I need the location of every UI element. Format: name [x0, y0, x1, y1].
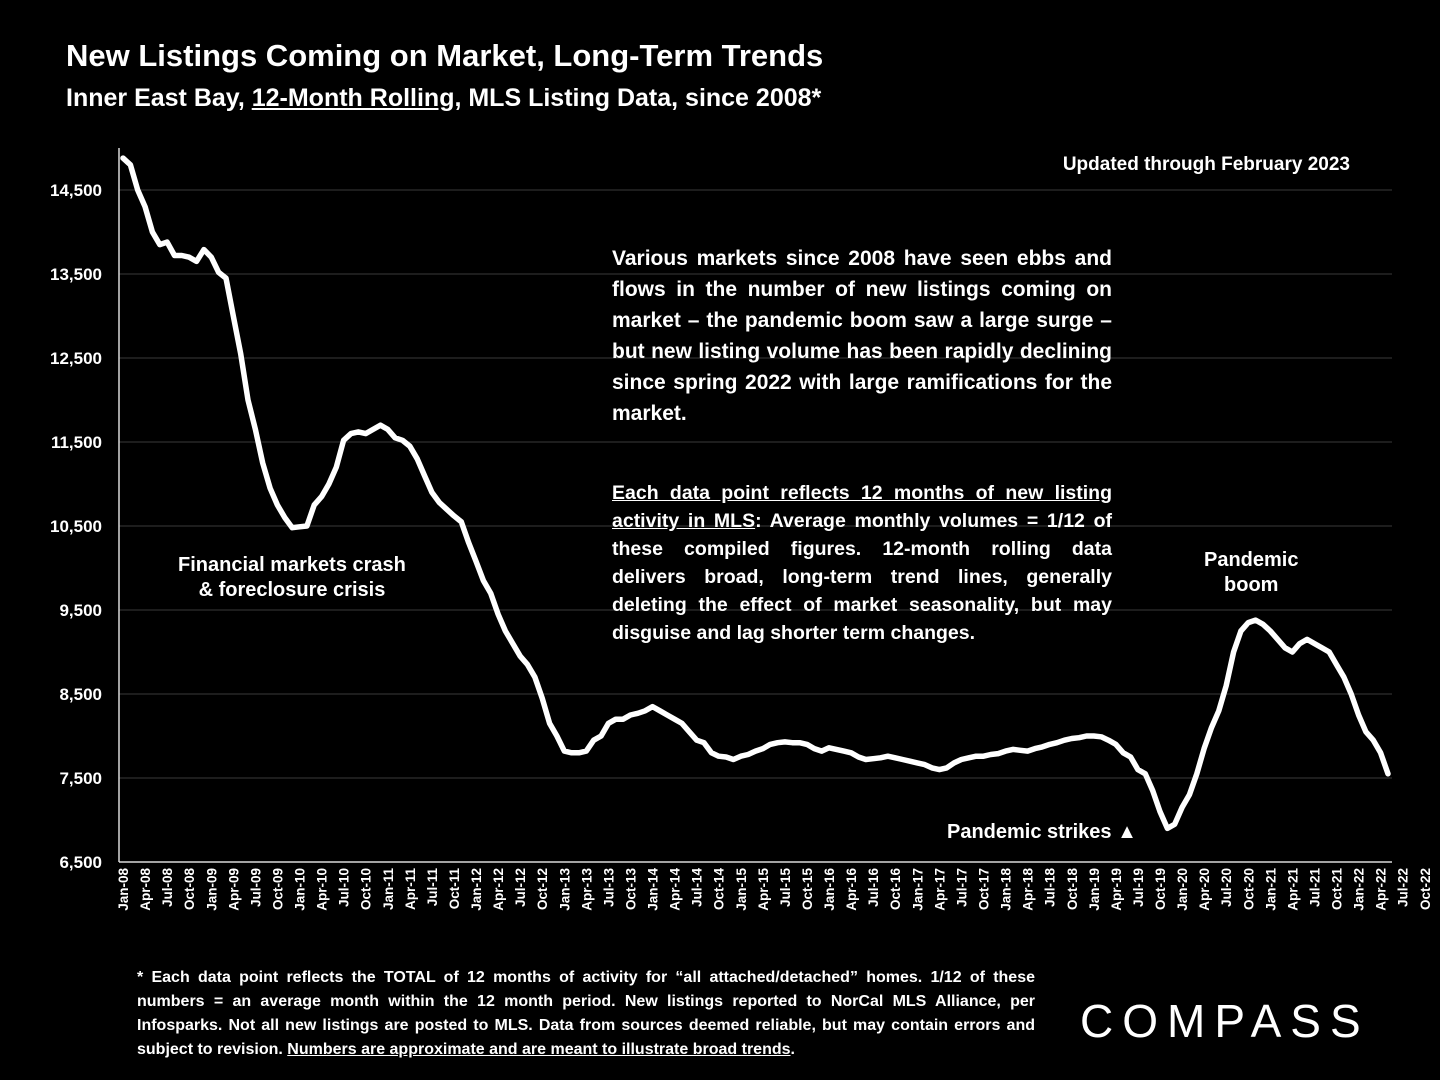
compass-logo: COMPASS [1080, 995, 1370, 1047]
annotation-financial-crash: Financial markets crash & foreclosure cr… [178, 553, 406, 603]
x-tick-label: Apr-18 [1021, 868, 1036, 911]
x-tick-label: Jan-10 [293, 868, 308, 911]
x-tick-label: Jan-16 [822, 868, 837, 911]
x-tick-label: Apr-11 [403, 868, 418, 911]
x-tick-label: Apr-17 [932, 868, 947, 911]
x-tick-label: Jul-19 [1131, 868, 1146, 907]
footnote-end: . [790, 1041, 795, 1058]
x-tick-label: Jan-17 [910, 868, 925, 911]
annotation-crash-line1: Financial markets crash [178, 554, 406, 576]
y-tick-label: 13,500 [50, 265, 102, 284]
x-tick-label: Apr-12 [491, 868, 506, 911]
x-tick-label: Oct-22 [1418, 868, 1433, 910]
x-tick-label: Oct-21 [1330, 868, 1345, 911]
x-tick-label: Apr-10 [315, 868, 330, 911]
y-tick-label: 11,500 [51, 433, 102, 452]
grid-lines [119, 189, 1392, 779]
methodology-underlined: Each data point reflects 12 months of ne… [612, 482, 1112, 532]
x-tick-label: Jan-09 [204, 868, 219, 911]
x-axis-ticks: Jan-08 Apr-08 Jul-08 Oct-08 Jan-09 Apr-09 Jul-… [116, 868, 1440, 911]
x-tick-label: Apr-08 [138, 868, 153, 911]
x-tick-label: Apr-15 [756, 868, 771, 911]
x-tick-label: Jan-20 [1175, 868, 1190, 911]
x-tick-label: Jan-22 [1352, 868, 1367, 911]
x-tick-label: Oct-14 [712, 868, 727, 911]
y-tick-label: 7,500 [59, 769, 102, 788]
subtitle-prefix: Inner East Bay, [66, 84, 252, 112]
y-tick-label: 6,500 [59, 853, 102, 872]
x-tick-label: Oct-16 [888, 868, 903, 911]
x-tick-label: Oct-10 [359, 868, 374, 910]
subtitle-underlined: 12-Month Rolling [251, 84, 455, 112]
x-tick-label: Jul-18 [1043, 868, 1058, 908]
x-tick-label: Jan-08 [116, 868, 131, 911]
x-tick-label: Jan-18 [999, 868, 1014, 911]
updated-note: Updated through February 2023 [1062, 154, 1350, 175]
x-tick-label: Jul-21 [1307, 868, 1322, 908]
y-axis-ticks: 6,500 7,500 8,500 9,500 10,500 11,500 12,500 13… [50, 181, 102, 872]
subtitle-suffix: , MLS Listing Data, since 2008* [454, 84, 822, 112]
info-box-methodology: Each data point reflects 12 months of ne… [612, 479, 1112, 647]
x-tick-label: Oct-20 [1241, 868, 1256, 910]
footnote-text: * Each data point reflects the TOTAL of … [137, 969, 1035, 1058]
x-tick-label: Jan-15 [734, 868, 749, 911]
series-line-new-listings [120, 155, 1391, 832]
x-tick-label: Jan-19 [1087, 868, 1102, 911]
x-tick-label: Oct-08 [182, 868, 197, 911]
annotation-pandemic-boom: Pandemic boom [1204, 548, 1298, 598]
annotation-boom-line1: Pandemic [1204, 549, 1299, 571]
x-tick-label: Apr-09 [226, 868, 241, 911]
x-tick-label: Oct-13 [623, 868, 638, 911]
annotation-boom-line2: boom [1224, 574, 1279, 596]
chart-title: New Listings Coming on Market, Long-Term… [66, 38, 824, 73]
x-tick-label: Jul-12 [513, 868, 528, 907]
y-tick-label: 14,500 [50, 181, 102, 200]
annotation-crash-line2: & foreclosure crisis [198, 579, 386, 601]
footnote-underlined: Numbers are approximate and are meant to… [287, 1041, 791, 1058]
x-tick-label: Jul-20 [1219, 868, 1234, 907]
chart-subtitle: Inner East Bay, 12-Month Rolling, MLS Li… [66, 84, 821, 113]
footnote: * Each data point reflects the TOTAL of … [137, 966, 1035, 1062]
x-tick-label: Jul-08 [160, 868, 175, 908]
x-tick-label: Jan-21 [1263, 868, 1278, 911]
x-tick-label: Oct-17 [976, 868, 991, 910]
annotation-pandemic-strikes: Pandemic strikes ▲ [947, 821, 1137, 843]
x-tick-label: Jul-16 [866, 868, 881, 908]
x-tick-label: Jul-14 [690, 868, 705, 908]
x-tick-label: Apr-14 [668, 868, 683, 911]
y-tick-label: 8,500 [59, 685, 102, 704]
y-tick-label: 10,500 [50, 517, 102, 536]
x-tick-label: Jul-13 [601, 868, 616, 908]
info-box-ebbs-flows: Various markets since 2008 have seen ebb… [612, 247, 1112, 425]
x-tick-label: Jul-10 [337, 868, 352, 907]
x-tick-label: Apr-19 [1109, 868, 1124, 911]
x-tick-label: Apr-22 [1374, 868, 1389, 911]
x-tick-label: Jul-17 [954, 868, 969, 907]
x-tick-label: Apr-16 [844, 868, 859, 911]
x-tick-label: Jan-14 [646, 868, 661, 911]
x-tick-label: Apr-13 [579, 868, 594, 911]
methodology-text: : Average monthly volumes = 1/12 of thes… [612, 510, 1112, 644]
x-tick-label: Oct-18 [1065, 868, 1080, 911]
x-tick-label: Apr-20 [1197, 868, 1212, 911]
x-tick-label: Jan-11 [381, 868, 396, 911]
x-tick-label: Oct-19 [1153, 868, 1168, 910]
x-tick-label: Jan-12 [469, 868, 484, 911]
x-tick-label: Oct-09 [270, 868, 285, 910]
x-tick-label: Jul-15 [778, 868, 793, 908]
x-tick-label: Jul-22 [1396, 868, 1411, 907]
x-tick-label: Oct-12 [535, 868, 550, 910]
x-tick-label: Jul-09 [248, 868, 263, 907]
x-tick-label: Jul-11 [425, 868, 440, 907]
y-tick-label: 9,500 [59, 601, 102, 620]
x-tick-label: Oct-15 [800, 868, 815, 911]
x-tick-label: Jan-13 [557, 868, 572, 911]
x-tick-label: Apr-21 [1285, 868, 1300, 911]
x-tick-label: Oct-11 [447, 868, 462, 910]
y-tick-label: 12,500 [50, 349, 102, 368]
